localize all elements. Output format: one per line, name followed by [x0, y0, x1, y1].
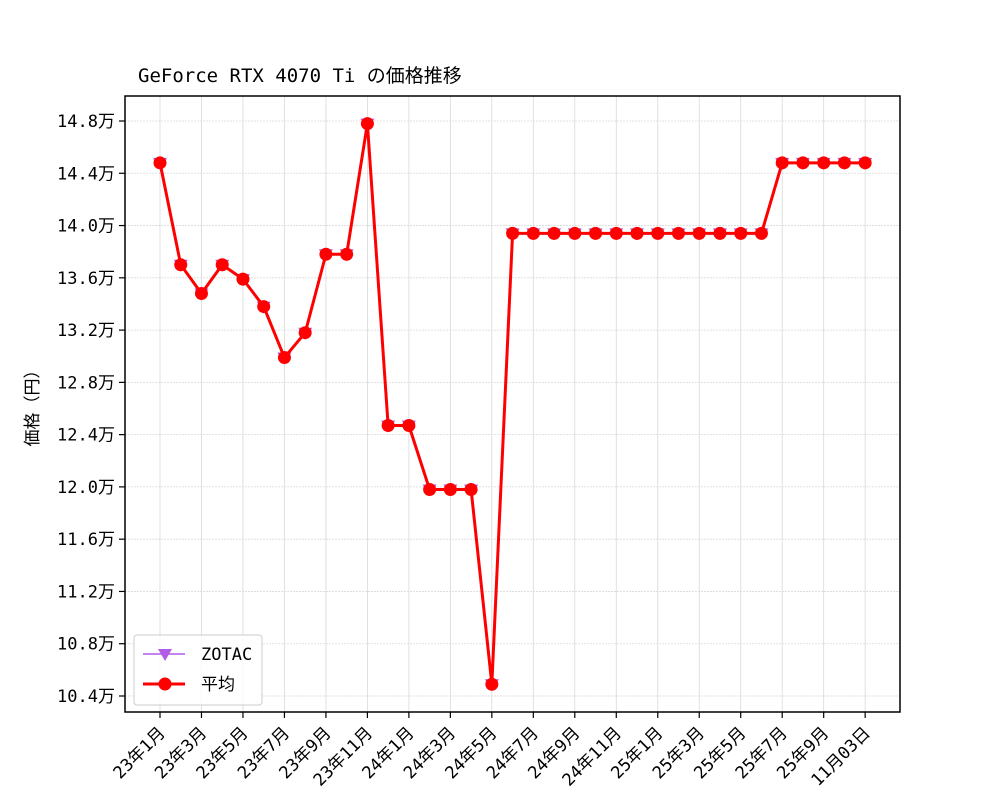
legend-item-zotac: ZOTAC: [143, 645, 252, 665]
average-marker: [817, 156, 831, 170]
y-tick-label: 11.2万: [57, 582, 115, 602]
average-marker: [381, 418, 395, 432]
y-tick-label: 14.0万: [57, 217, 115, 237]
average-marker: [651, 226, 665, 240]
average-marker: [526, 226, 540, 240]
average-marker: [153, 156, 167, 170]
circle-marker-icon: [158, 677, 172, 691]
average-marker: [672, 226, 685, 240]
average-marker: [734, 226, 748, 240]
average-marker: [236, 272, 250, 286]
average-marker: [277, 351, 291, 365]
average-marker: [194, 287, 208, 300]
average-marker: [754, 226, 768, 240]
y-tick-label: 10.4万: [57, 687, 115, 707]
y-tick-label: 12.8万: [57, 373, 115, 393]
legend-average-label: 平均: [201, 675, 235, 695]
plot-frame: [124, 95, 901, 713]
average-marker: [713, 226, 727, 240]
average-marker: [692, 226, 706, 240]
average-marker: [360, 117, 374, 131]
average-marker: [215, 258, 229, 272]
average-marker: [443, 483, 457, 497]
legend-zotac-label: ZOTAC: [201, 645, 252, 665]
y-tick-label: 12.4万: [57, 426, 115, 446]
data-series: [153, 117, 873, 692]
triangle-down-icon: [158, 649, 172, 661]
y-axis-label: 価格（円）: [23, 362, 43, 447]
average-marker: [257, 300, 271, 314]
average-marker: [464, 483, 478, 497]
average-marker: [589, 226, 603, 240]
y-tick-label: 12.0万: [57, 478, 115, 498]
average-marker: [547, 226, 561, 240]
average-marker: [423, 483, 437, 497]
grid-lines: [125, 96, 900, 712]
y-tick-label: 13.2万: [57, 321, 115, 341]
chart-title: GeForce RTX 4070 Ti の価格推移: [138, 65, 462, 87]
average-marker: [506, 226, 520, 240]
average-marker: [485, 677, 499, 691]
legend-item-average: 平均: [143, 675, 235, 695]
average-marker: [630, 226, 644, 240]
average-marker: [837, 156, 851, 170]
average-marker: [609, 226, 623, 240]
y-tick-label: 14.8万: [57, 112, 115, 132]
average-marker: [319, 247, 333, 261]
average-marker: [568, 226, 582, 240]
average-marker: [298, 326, 312, 340]
legend: ZOTAC 平均: [133, 634, 263, 706]
average-marker: [402, 418, 416, 432]
y-tick-label: 10.8万: [57, 635, 115, 655]
average-marker: [775, 156, 789, 170]
average-marker: [796, 156, 810, 170]
average-marker: [174, 258, 188, 272]
y-tick-label: 13.6万: [57, 269, 115, 289]
average-marker: [858, 156, 872, 170]
y-axis-ticks: 10.4万 10.8万 11.2万 11.6万 12.0万 12.4万 12.8万 13.2万…: [57, 112, 125, 707]
y-tick-label: 11.6万: [57, 530, 115, 550]
average-marker: [340, 247, 354, 261]
y-tick-label: 14.4万: [57, 164, 115, 184]
